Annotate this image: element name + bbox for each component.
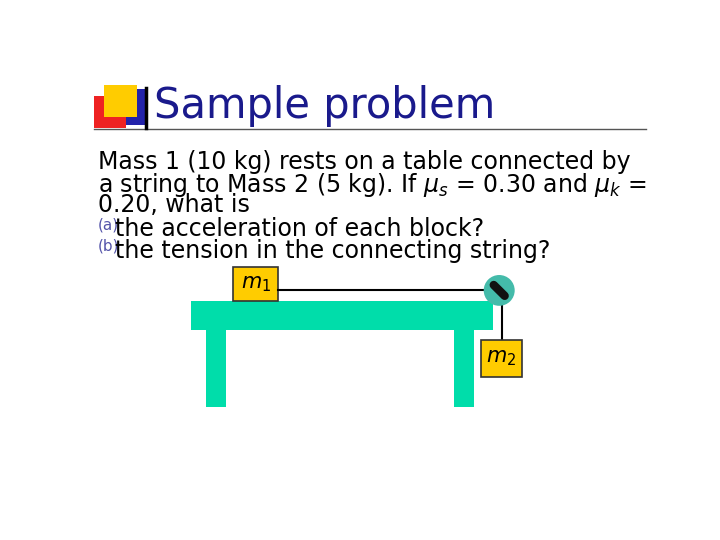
Circle shape bbox=[484, 275, 515, 306]
Text: (a): (a) bbox=[98, 217, 119, 232]
Text: $m_2$: $m_2$ bbox=[487, 348, 517, 368]
Bar bbox=[191, 301, 493, 330]
Text: a string to Mass 2 (5 kg). If $\mu_s$ = 0.30 and $\mu_k$ =: a string to Mass 2 (5 kg). If $\mu_s$ = … bbox=[98, 171, 647, 199]
Bar bbox=[112, 90, 148, 125]
Bar bbox=[454, 330, 474, 408]
Text: $m_1$: $m_1$ bbox=[240, 274, 271, 294]
Text: 0.20, what is: 0.20, what is bbox=[98, 193, 250, 217]
Bar bbox=[206, 330, 225, 408]
Text: Mass 1 (10 kg) rests on a table connected by: Mass 1 (10 kg) rests on a table connecte… bbox=[98, 150, 631, 173]
Text: Sample problem: Sample problem bbox=[153, 85, 495, 126]
Text: the tension in the connecting string?: the tension in the connecting string? bbox=[114, 239, 550, 263]
Bar bbox=[104, 85, 137, 117]
Bar bbox=[94, 96, 127, 128]
Bar bbox=[233, 267, 279, 301]
Text: (b): (b) bbox=[98, 239, 120, 254]
Text: the acceleration of each block?: the acceleration of each block? bbox=[114, 217, 484, 241]
Bar bbox=[482, 340, 522, 377]
